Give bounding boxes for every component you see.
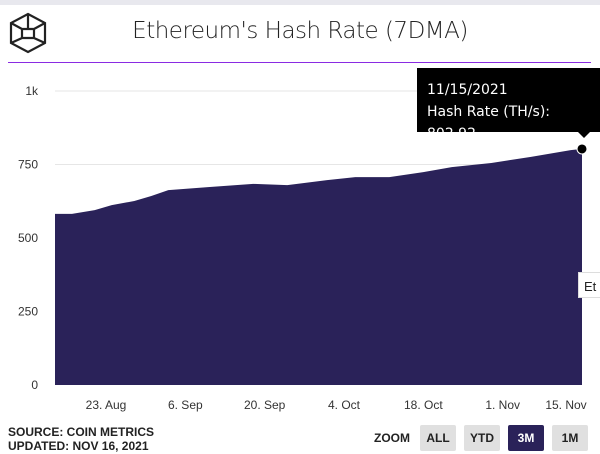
x-tick-label: 23. Aug xyxy=(86,398,127,412)
y-tick-label: 500 xyxy=(18,231,38,245)
top-bar xyxy=(0,0,600,5)
chart-title: Ethereum's Hash Rate (7DMA) xyxy=(132,18,468,44)
zoom-controls: ZOOM ALL YTD 3M 1M xyxy=(374,425,588,451)
highlight-point xyxy=(576,143,588,155)
y-tick-label: 1k xyxy=(25,84,39,98)
y-tick-label: 0 xyxy=(31,378,38,392)
x-tick-label: 15. Nov xyxy=(545,398,586,412)
tooltip-date: 11/15/2021 xyxy=(427,82,508,98)
footer: SOURCE: COIN METRICS UPDATED: NOV 16, 20… xyxy=(8,425,154,453)
x-tick-label: 18. Oct xyxy=(404,398,443,412)
y-tick-label: 250 xyxy=(18,305,38,319)
x-tick-label: 4. Oct xyxy=(328,398,361,412)
zoom-3m-button[interactable]: 3M xyxy=(508,425,544,451)
x-tick-label: 20. Sep xyxy=(244,398,286,412)
tooltip: 11/15/2021 Hash Rate (TH/s): 802.92 xyxy=(417,68,600,142)
cube-logo-icon xyxy=(9,12,47,54)
source-text: SOURCE: COIN METRICS xyxy=(8,425,155,439)
partial-tooltip: Et xyxy=(578,272,600,298)
area-series xyxy=(55,148,582,385)
x-tick-label: 1. Nov xyxy=(485,398,520,412)
tooltip-value: Hash Rate (TH/s): 802.92 xyxy=(427,104,551,142)
title-divider xyxy=(8,62,591,63)
zoom-ytd-button[interactable]: YTD xyxy=(464,425,500,451)
x-tick-label: 6. Sep xyxy=(168,398,203,412)
updated-text: UPDATED: NOV 16, 2021 xyxy=(8,439,149,453)
zoom-label: ZOOM xyxy=(374,431,410,445)
y-tick-label: 750 xyxy=(18,158,38,172)
zoom-all-button[interactable]: ALL xyxy=(420,425,456,451)
zoom-1m-button[interactable]: 1M xyxy=(552,425,588,451)
